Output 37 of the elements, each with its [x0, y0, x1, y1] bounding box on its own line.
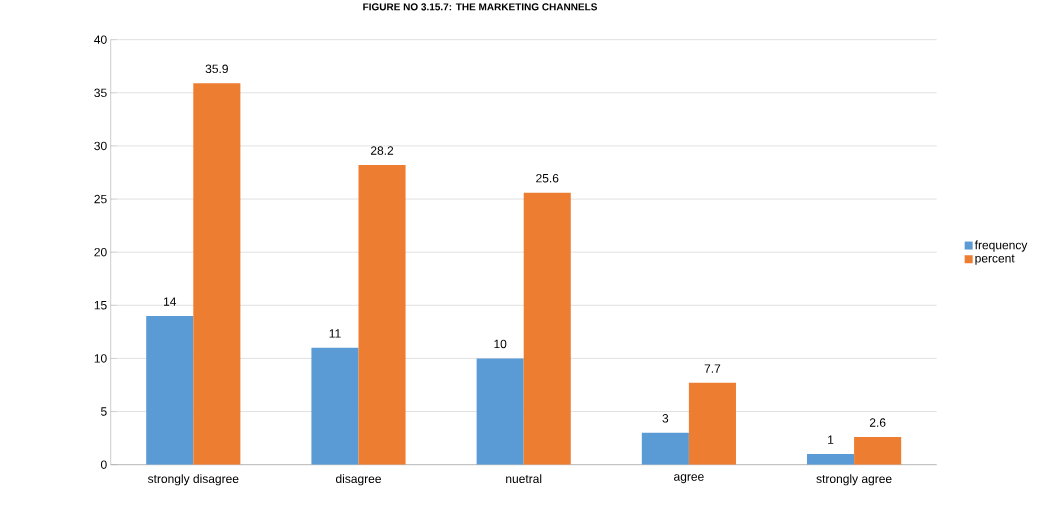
- bar: [358, 165, 406, 465]
- data-label: 1: [828, 435, 834, 444]
- legend-label: frequency: [974, 240, 1028, 252]
- bar: [641, 432, 689, 465]
- data-label: 2.6: [869, 418, 886, 427]
- bar: [854, 437, 902, 465]
- bar: [688, 382, 736, 465]
- bar: [193, 83, 241, 465]
- data-label: 25.6: [536, 174, 559, 183]
- y-tick-label: 35: [94, 88, 107, 98]
- x-tick-label: strongly agree: [816, 474, 892, 486]
- y-tick-label: 20: [94, 247, 107, 257]
- y-tick-label: 5: [100, 407, 107, 416]
- bar: [523, 192, 571, 465]
- data-label: 28.2: [370, 146, 394, 155]
- data-label: 10: [494, 339, 507, 349]
- y-tick-label: 25: [94, 194, 107, 204]
- data-label: 14: [164, 297, 177, 306]
- x-tick-label: strongly disagree: [147, 474, 239, 486]
- y-tick-label: 15: [94, 301, 107, 310]
- bar: [311, 347, 359, 465]
- x-tick-label: disagree: [335, 474, 381, 486]
- x-tick-label: agree: [674, 474, 704, 484]
- bar: [476, 358, 524, 465]
- chart-title: FIGURE NO 3.15.7: THE MARKETING CHANNELS: [363, 3, 598, 11]
- legend-label: percent: [975, 254, 1015, 265]
- y-tick-label: 0: [100, 460, 107, 469]
- x-tick-label: nuetral: [506, 474, 542, 484]
- data-label: 7.7: [704, 364, 721, 373]
- bar: [807, 454, 855, 465]
- bar: [146, 315, 194, 465]
- data-label: 35.9: [205, 64, 228, 74]
- y-tick-label: 40: [94, 35, 107, 44]
- data-label: 11: [329, 329, 341, 338]
- data-label: 3: [662, 414, 669, 423]
- y-tick-label: 30: [94, 141, 107, 151]
- y-tick-label: 10: [94, 354, 107, 363]
